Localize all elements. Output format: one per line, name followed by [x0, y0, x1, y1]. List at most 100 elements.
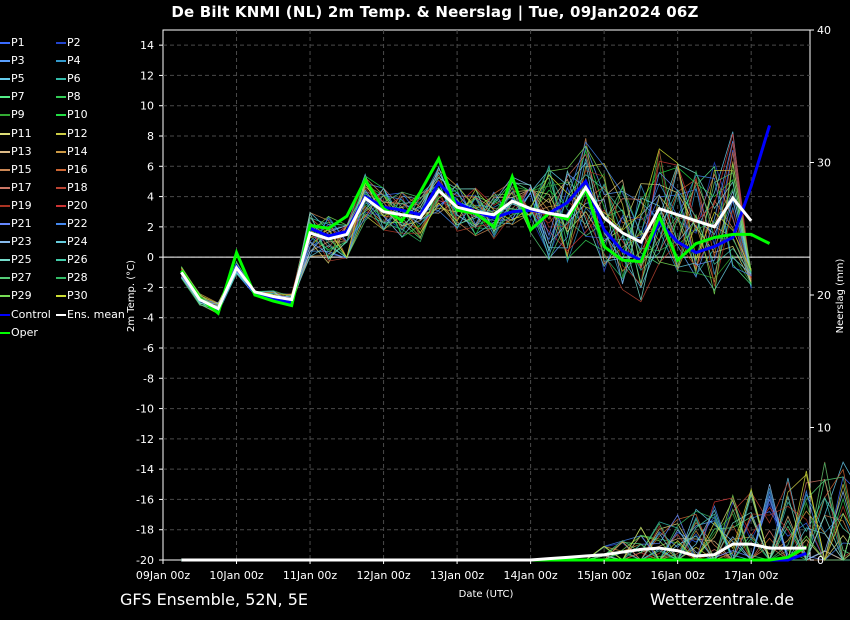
y2-tick-label: 20 [817, 289, 831, 302]
y-tick-label: -20 [136, 554, 154, 567]
legend-item: P26 [56, 253, 88, 267]
legend-swatch [0, 186, 10, 189]
y-tick-label: -14 [136, 463, 154, 476]
member-line-P30 [181, 148, 752, 305]
precip-line-ensmean [181, 542, 807, 562]
legend-item: P9 [0, 108, 25, 122]
legend-label: P22 [67, 217, 88, 230]
legend-item: P12 [56, 127, 88, 141]
legend-item: Ens. mean [56, 308, 125, 322]
legend-swatch [56, 259, 66, 262]
legend-swatch [56, 78, 66, 81]
y-tick-label: -10 [136, 403, 154, 416]
legend-swatch [0, 168, 10, 171]
legend-label: P24 [67, 235, 88, 249]
legend-label: P29 [11, 289, 32, 303]
legend-label: P23 [11, 235, 32, 249]
legend-item: P14 [56, 145, 88, 159]
y-tick-label: 4 [147, 191, 154, 204]
legend-swatch [0, 114, 10, 117]
legend-swatch [56, 42, 66, 44]
x-tick-label: 09Jan 00z [136, 569, 190, 582]
y-tick-label: 10 [140, 100, 154, 113]
legend-swatch [0, 204, 10, 207]
legend-label: P2 [67, 36, 81, 49]
legend-item: P17 [0, 181, 32, 195]
x-tick-label: 14Jan 00z [503, 569, 557, 582]
legend-item: P23 [0, 235, 32, 249]
legend-swatch [56, 96, 66, 99]
legend-swatch [56, 114, 66, 117]
main-series [180, 124, 771, 316]
legend-item: P19 [0, 199, 32, 213]
legend-swatch [56, 186, 66, 189]
y2-tick-label: 0 [817, 554, 824, 567]
legend-swatch [56, 277, 66, 280]
y-tick-label: -2 [143, 281, 154, 294]
y-tick-label: -8 [143, 372, 154, 385]
legend-swatch [56, 150, 66, 153]
legend-item: P5 [0, 72, 25, 86]
legend-swatch [0, 313, 10, 316]
y-tick-label: 6 [147, 160, 154, 173]
x-tick-label: 11Jan 00z [283, 569, 337, 582]
y2-axis: 40 30 20 10 0 [810, 24, 831, 567]
temp-line-ensmean [180, 184, 753, 311]
y-tick-label: -16 [136, 493, 154, 506]
legend-item: P30 [56, 289, 88, 303]
x-axis-label: Date (UTC) [459, 589, 514, 600]
legend-item: P24 [56, 235, 88, 249]
legend-label: P21 [11, 217, 32, 230]
y2-tick-label: 30 [817, 157, 831, 170]
legend-swatch [56, 204, 66, 207]
y-tick-label: -12 [136, 433, 154, 446]
legend-label: Ens. mean [67, 307, 125, 321]
legend-label: P30 [67, 289, 88, 303]
legend-label: P28 [67, 271, 88, 285]
legend-label: P26 [67, 253, 88, 267]
legend-label: P13 [11, 144, 32, 158]
legend-label: P11 [11, 126, 32, 140]
legend-item: P13 [0, 145, 32, 159]
legend-swatch [56, 313, 66, 316]
y-tick-label: 2 [147, 221, 154, 234]
legend-item: P7 [0, 90, 25, 104]
legend-item: P27 [0, 271, 32, 285]
legend-swatch [56, 241, 66, 244]
legend-label: P5 [11, 72, 25, 86]
legend-swatch [0, 241, 10, 244]
model-info: GFS Ensemble, 52N, 5E [120, 590, 308, 609]
y-axis: 14 12 10 8 6 4 2 0 -2 -4 -6 -8 -10 -12 -14 -16 -18 -20 [136, 39, 163, 567]
legend-label: P15 [11, 162, 32, 176]
legend-label: P25 [11, 253, 32, 267]
legend-label: P1 [11, 36, 25, 49]
legend-item: P20 [56, 199, 88, 213]
legend-item: P6 [56, 72, 81, 86]
legend-item: P28 [56, 271, 88, 285]
x-tick-label: 13Jan 00z [430, 569, 484, 582]
y-tick-label: 14 [140, 39, 154, 52]
legend-item: P4 [56, 54, 81, 68]
legend-item: P10 [56, 108, 88, 122]
y-tick-label: 12 [140, 69, 154, 82]
legend-swatch [0, 259, 10, 262]
legend-label: P9 [11, 108, 25, 122]
legend-item: P1 [0, 36, 25, 50]
y-tick-label: 8 [147, 130, 154, 143]
legend-item: P25 [0, 253, 32, 267]
legend-label: P18 [67, 180, 88, 194]
y-tick-label: 0 [147, 251, 154, 264]
legend-item: P21 [0, 217, 32, 231]
legend-item: P11 [0, 127, 32, 141]
legend-label: P4 [67, 54, 81, 68]
source-credit: Wetterzentrale.de [650, 590, 795, 609]
legend-label: P16 [67, 162, 88, 176]
y2-tick-label: 40 [817, 24, 831, 37]
y-tick-label: -18 [136, 524, 154, 537]
legend-swatch [56, 223, 66, 225]
legend-item: P22 [56, 217, 88, 231]
legend-label: P27 [11, 271, 32, 285]
legend-label: P19 [11, 198, 32, 212]
legend-swatch [0, 96, 10, 99]
legend-swatch [56, 295, 66, 298]
